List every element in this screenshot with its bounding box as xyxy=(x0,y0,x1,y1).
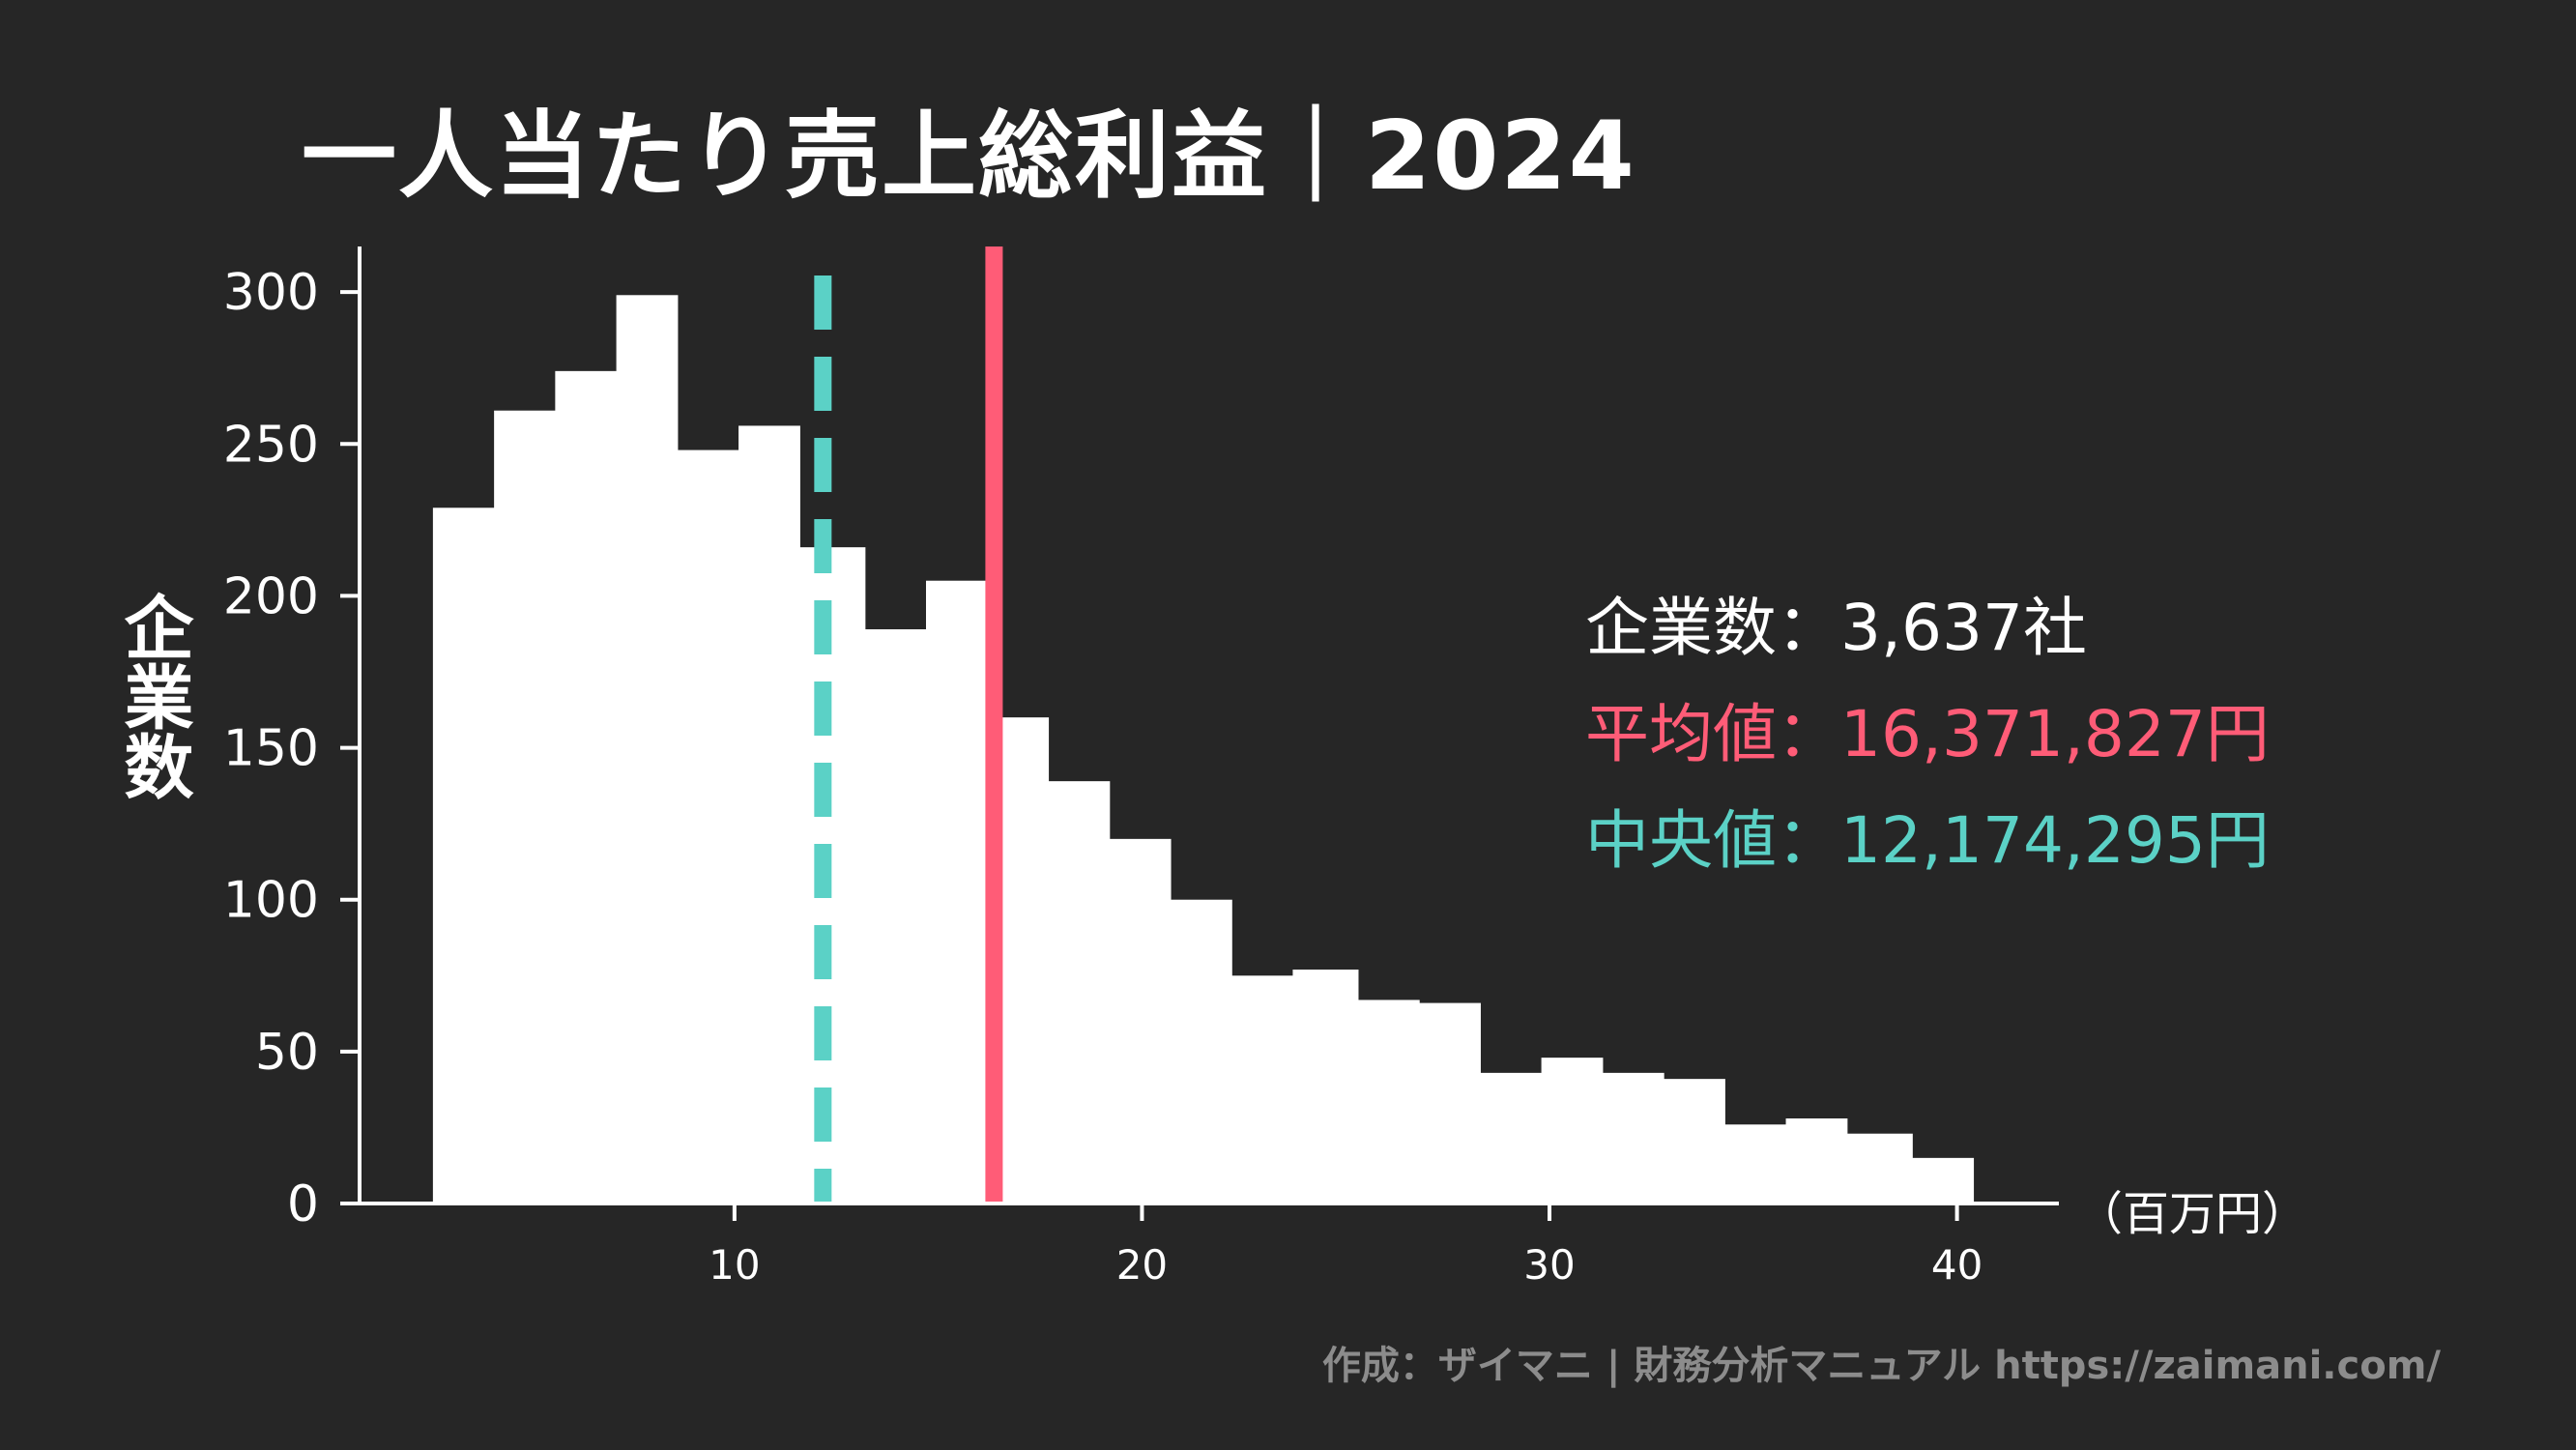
histogram-bar xyxy=(1602,1072,1664,1204)
reference-lines-group xyxy=(814,246,1003,1204)
histogram-bar xyxy=(1419,1002,1481,1204)
histogram-bar xyxy=(555,370,618,1204)
histogram-bar xyxy=(1541,1058,1604,1204)
x-tick-label: 30 xyxy=(1523,1241,1575,1289)
y-tick-label: 300 xyxy=(223,264,319,322)
y-tick-label: 0 xyxy=(287,1175,319,1233)
bars-group xyxy=(432,295,1975,1204)
histogram-bar xyxy=(799,547,866,1204)
histogram-bar xyxy=(864,629,927,1204)
histogram-bar xyxy=(1231,975,1294,1204)
y-tick-label: 250 xyxy=(223,416,319,474)
x-tick-label: 40 xyxy=(1931,1241,1983,1289)
histogram-bar xyxy=(616,295,679,1204)
stats-annotation: 企業数：3,637社 平均値：16,371,827円 中央値：12,174,29… xyxy=(1585,575,2270,894)
histogram-bar xyxy=(1048,781,1111,1204)
y-tick-label: 100 xyxy=(223,872,319,930)
median-value-text: 中央値：12,174,295円 xyxy=(1585,803,2270,878)
company-count-text: 企業数：3,637社 xyxy=(1585,591,2087,665)
histogram-bar xyxy=(1724,1124,1787,1204)
histogram-bar xyxy=(1664,1079,1725,1204)
histogram-bar xyxy=(1357,1000,1420,1204)
histogram-bar xyxy=(738,425,800,1204)
histogram-bar xyxy=(432,508,495,1204)
y-tick-label: 200 xyxy=(223,567,319,625)
histogram-bar xyxy=(926,580,988,1204)
histogram-bar xyxy=(494,410,556,1204)
credit-text: 作成：ザイマニ | 財務分析マニュアル https://zaimani.com/ xyxy=(1321,1344,2441,1388)
histogram-bar xyxy=(1292,970,1359,1204)
x-axis-unit-label: （百万円） xyxy=(2076,1187,2309,1241)
histogram-bar xyxy=(677,450,739,1204)
histogram-bar xyxy=(1912,1157,1975,1204)
chart-title: 一人当たり売上総利益｜2024 xyxy=(302,102,1636,212)
x-tick-label: 20 xyxy=(1116,1241,1168,1289)
y-axis-label: 企業数 xyxy=(112,592,193,800)
axes-group: 0 50 100 150 200 250 300 10 20 30 40 xyxy=(223,246,2059,1289)
mean-value-text: 平均値：16,371,827円 xyxy=(1585,697,2270,771)
y-tick-label: 50 xyxy=(255,1024,319,1082)
histogram-bar xyxy=(1170,899,1232,1204)
histogram-bar xyxy=(1785,1118,1848,1204)
histogram-bar xyxy=(1846,1133,1913,1204)
x-tick-label: 10 xyxy=(709,1241,760,1289)
y-tick-label: 150 xyxy=(223,720,319,778)
histogram-bar xyxy=(1480,1072,1543,1204)
histogram-bar xyxy=(1109,838,1172,1204)
